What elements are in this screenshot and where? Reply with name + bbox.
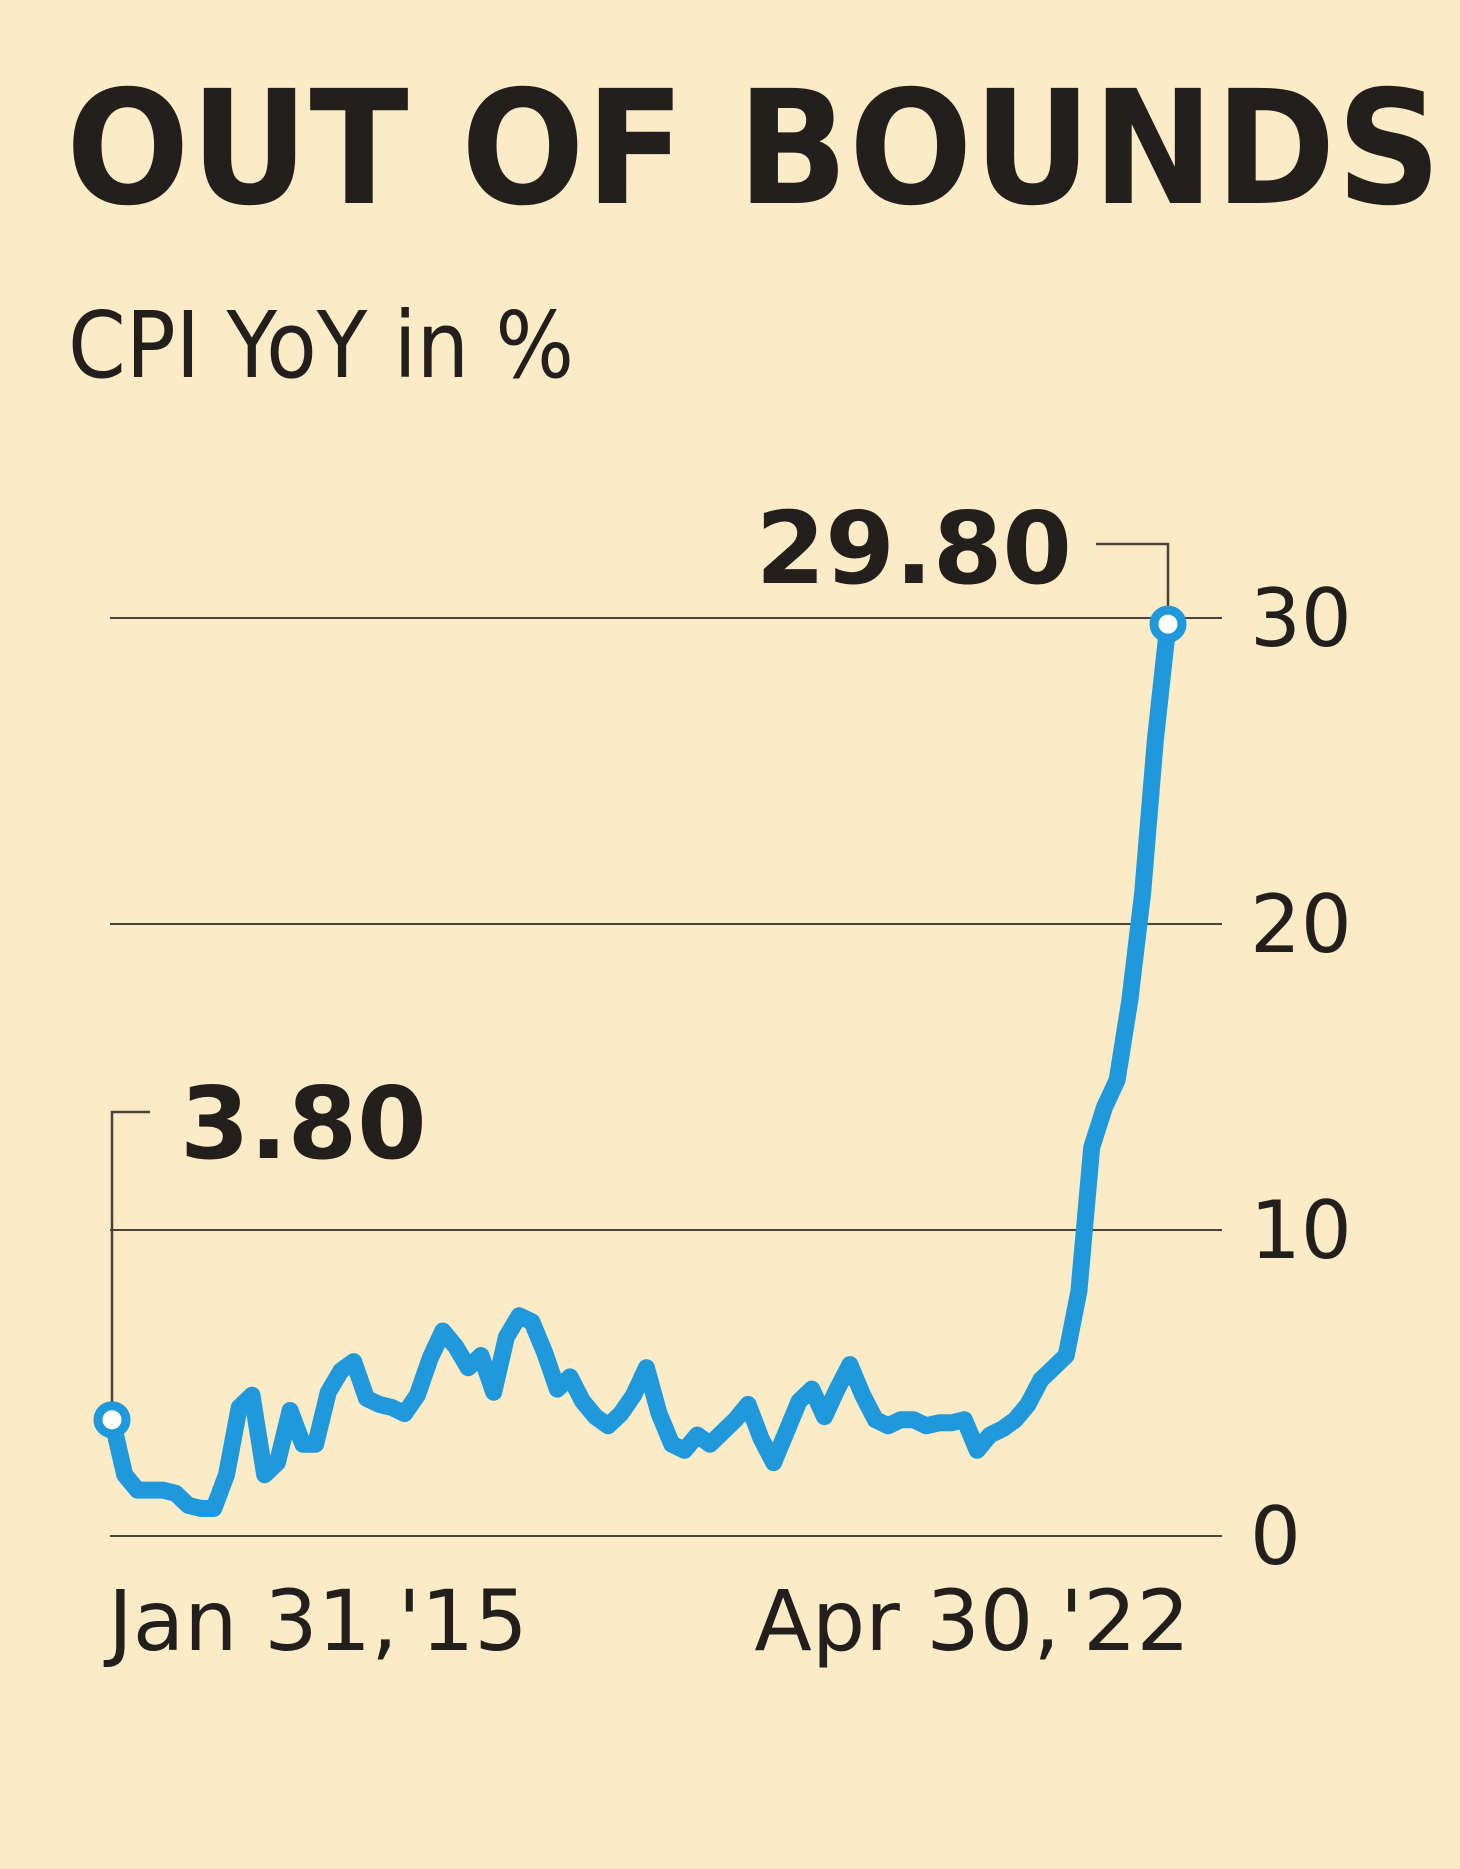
chart-subtitle: CPI YoY in %	[68, 292, 575, 399]
start-leader-line	[110, 1110, 150, 1406]
y-tick-label-10: 10	[1250, 1184, 1352, 1277]
x-tick-label-start: Jan 31,'15	[103, 1572, 528, 1670]
end-value-label: 29.80	[756, 490, 1072, 607]
chart-title: OUT OF BOUNDS	[66, 57, 1443, 241]
x-tick-label-end: Apr 30,'22	[754, 1572, 1190, 1670]
y-tick-label-0: 0	[1250, 1490, 1301, 1583]
series-layer	[103, 615, 1177, 1517]
y-axis-ticks: 0 10 20 30	[1250, 572, 1352, 1583]
x-axis-labels: Jan 31,'15 Apr 30,'22	[103, 1572, 1190, 1670]
start-marker	[93, 1401, 131, 1439]
end-leader-line	[1096, 542, 1170, 611]
y-tick-label-20: 20	[1250, 878, 1352, 971]
y-tick-label-30: 30	[1250, 572, 1352, 665]
grid-layer	[110, 617, 1222, 1537]
annotation-layer: 3.80 29.80	[93, 490, 1187, 1439]
end-marker	[1149, 605, 1187, 643]
start-value-label: 3.80	[180, 1065, 427, 1182]
series-line	[103, 615, 1177, 1517]
